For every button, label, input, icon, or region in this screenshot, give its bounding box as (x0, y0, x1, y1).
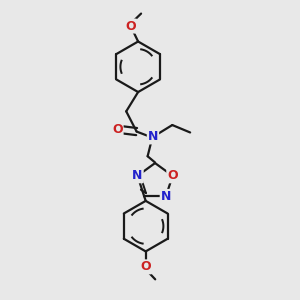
Text: O: O (140, 260, 151, 273)
Text: N: N (161, 190, 171, 203)
Text: N: N (148, 130, 158, 143)
Text: N: N (132, 169, 143, 182)
Text: O: O (167, 169, 178, 182)
Text: O: O (125, 20, 136, 33)
Text: O: O (112, 123, 123, 136)
